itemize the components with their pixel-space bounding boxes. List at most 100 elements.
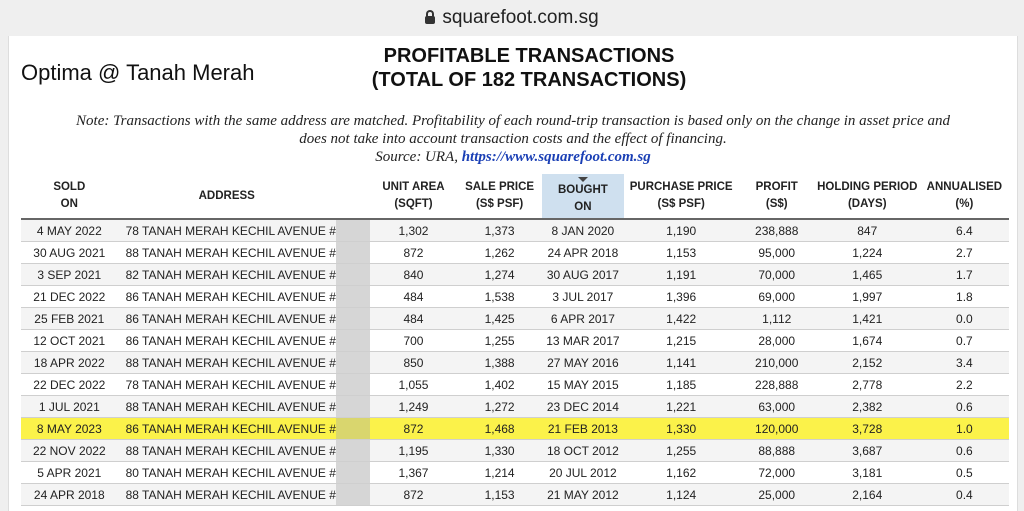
cell-sold-on: 30 AUG 2021 xyxy=(21,241,118,264)
table-row[interactable]: 24 APR 2018 88 TANAH MERAH KECHIL AVENUE … xyxy=(21,483,1009,506)
cell-address-unit xyxy=(335,373,370,396)
cell-annualised: 1.8 xyxy=(919,285,1009,308)
cell-address-unit xyxy=(335,461,370,484)
column-header-bought-on[interactable]: BOUGHT ON xyxy=(542,174,624,219)
cell-address: 88 TANAH MERAH KECHIL AVENUE # xyxy=(117,395,336,418)
cell-annualised: 0.0 xyxy=(919,307,1009,330)
cell-sold-on: 25 FEB 2021 xyxy=(21,307,118,330)
cell-sold-on: 8 MAY 2023 xyxy=(21,417,118,440)
cell-annualised: 2.2 xyxy=(919,373,1009,396)
table-row[interactable]: 3 SEP 2021 82 TANAH MERAH KECHIL AVENUE #… xyxy=(21,263,1009,286)
table-row[interactable]: 22 NOV 2022 88 TANAH MERAH KECHIL AVENUE … xyxy=(21,439,1009,462)
cell-holding-period: 2,164 xyxy=(814,483,920,506)
cell-bought-on: 3 JUL 2017 xyxy=(542,285,624,308)
cell-annualised: 1.7 xyxy=(919,263,1009,286)
cell-address: 88 TANAH MERAH KECHIL AVENUE # xyxy=(117,351,336,374)
table-row[interactable]: 4 MAY 2022 78 TANAH MERAH KECHIL AVENUE #… xyxy=(21,219,1009,242)
cell-unit-area: 1,249 xyxy=(369,395,458,418)
cell-sold-on: 4 MAY 2022 xyxy=(21,219,118,242)
cell-sale-price: 1,255 xyxy=(457,329,543,352)
table-row[interactable]: 22 DEC 2022 78 TANAH MERAH KECHIL AVENUE … xyxy=(21,373,1009,396)
cell-holding-period: 1,997 xyxy=(814,285,920,308)
cell-bought-on: 23 DEC 2014 xyxy=(542,395,624,418)
cell-annualised: 0.6 xyxy=(919,395,1009,418)
cell-address-unit xyxy=(335,483,370,506)
table-row[interactable]: 1 JUL 2021 88 TANAH MERAH KECHIL AVENUE #… xyxy=(21,395,1009,418)
cell-address-unit xyxy=(335,417,370,440)
cell-sold-on: 5 APR 2021 xyxy=(21,461,118,484)
cell-sold-on: 1 JUL 2021 xyxy=(21,395,118,418)
column-header-holding-period[interactable]: HOLDING PERIOD (DAYS) xyxy=(815,174,920,219)
cell-address: 86 TANAH MERAH KECHIL AVENUE # xyxy=(117,307,336,330)
cell-annualised: 0.7 xyxy=(919,329,1009,352)
column-header-address[interactable]: ADDRESS xyxy=(118,174,336,219)
cell-profit: 28,000 xyxy=(738,329,815,352)
cell-holding-period: 2,382 xyxy=(814,395,920,418)
cell-unit-area: 840 xyxy=(369,263,458,286)
column-header-label: PURCHASE PRICE xyxy=(629,181,733,193)
table-body: 4 MAY 2022 78 TANAH MERAH KECHIL AVENUE #… xyxy=(21,219,1009,506)
cell-profit: 1,112 xyxy=(738,307,815,330)
column-header-label: SALE PRICE xyxy=(465,181,535,193)
cell-profit: 238,888 xyxy=(738,219,815,242)
cell-purchase-price: 1,221 xyxy=(623,395,739,418)
table-row[interactable]: 12 OCT 2021 86 TANAH MERAH KECHIL AVENUE … xyxy=(21,329,1009,352)
cell-sold-on: 12 OCT 2021 xyxy=(21,329,118,352)
table-row[interactable]: 5 APR 2021 80 TANAH MERAH KECHIL AVENUE #… xyxy=(21,461,1009,484)
column-header-label: SOLD xyxy=(53,181,86,193)
column-header-unit-area[interactable]: UNIT AREA (SQFT) xyxy=(370,174,457,219)
cell-unit-area: 1,195 xyxy=(369,439,458,462)
table-row[interactable]: 25 FEB 2021 86 TANAH MERAH KECHIL AVENUE … xyxy=(21,307,1009,330)
cell-address: 88 TANAH MERAH KECHIL AVENUE # xyxy=(117,439,336,462)
column-header-sold-on[interactable]: SOLD ON xyxy=(21,174,118,219)
cell-purchase-price: 1,191 xyxy=(623,263,739,286)
cell-unit-area: 700 xyxy=(369,329,458,352)
cell-unit-area: 872 xyxy=(369,483,458,506)
cell-purchase-price: 1,330 xyxy=(623,417,739,440)
table-row[interactable]: 18 APR 2022 88 TANAH MERAH KECHIL AVENUE … xyxy=(21,351,1009,374)
cell-sold-on: 3 SEP 2021 xyxy=(21,263,118,286)
table-row[interactable]: 8 MAY 2023 86 TANAH MERAH KECHIL AVENUE #… xyxy=(21,417,1009,440)
column-header-profit[interactable]: PROFIT (S$) xyxy=(739,174,815,219)
browser-url-bar[interactable]: squarefoot.com.sg xyxy=(0,0,1024,36)
cell-holding-period: 2,778 xyxy=(814,373,920,396)
column-header-label: ANNUALISED xyxy=(926,181,1003,193)
column-header-unit: (S$) xyxy=(765,198,788,210)
column-header-address-unit[interactable] xyxy=(336,174,370,219)
cell-purchase-price: 1,215 xyxy=(623,329,739,352)
column-header-annualised[interactable]: ANNUALISED (%) xyxy=(920,174,1009,219)
cell-bought-on: 18 OCT 2012 xyxy=(542,439,624,462)
column-header-unit: (S$ PSF) xyxy=(657,198,705,210)
url-text[interactable]: squarefoot.com.sg xyxy=(442,7,599,28)
source-link[interactable]: https://www.squarefoot.com.sg xyxy=(461,149,651,165)
cell-unit-area: 850 xyxy=(369,351,458,374)
cell-unit-area: 484 xyxy=(369,307,458,330)
note-line-1: Note: Transactions with the same address… xyxy=(76,113,950,129)
cell-sold-on: 18 APR 2022 xyxy=(21,351,118,374)
cell-profit: 88,888 xyxy=(738,439,815,462)
cell-profit: 228,888 xyxy=(738,373,815,396)
cell-sale-price: 1,153 xyxy=(457,483,543,506)
column-header-sale-price[interactable]: SALE PRICE (S$ PSF) xyxy=(457,174,542,219)
cell-purchase-price: 1,162 xyxy=(623,461,739,484)
cell-purchase-price: 1,124 xyxy=(623,483,739,506)
cell-address: 86 TANAH MERAH KECHIL AVENUE # xyxy=(117,329,336,352)
cell-sale-price: 1,373 xyxy=(457,219,543,242)
cell-address-unit xyxy=(335,285,370,308)
project-name: Optima @ Tanah Merah xyxy=(21,60,255,85)
cell-holding-period: 1,421 xyxy=(814,307,920,330)
source-label: Source: URA, xyxy=(375,149,458,165)
source-line: Source: URA, https://www.squarefoot.com.… xyxy=(9,148,1017,166)
cell-annualised: 0.5 xyxy=(919,461,1009,484)
cell-address-unit xyxy=(335,219,370,242)
cell-holding-period: 1,674 xyxy=(814,329,920,352)
transactions-table: SOLD ON ADDRESS UNIT AREA (SQFT) SALE PRICE (S… xyxy=(21,174,1009,506)
table-row[interactable]: 30 AUG 2021 88 TANAH MERAH KECHIL AVENUE … xyxy=(21,241,1009,264)
cell-bought-on: 27 MAY 2016 xyxy=(542,351,624,374)
cell-profit: 120,000 xyxy=(738,417,815,440)
cell-profit: 70,000 xyxy=(738,263,815,286)
column-header-purchase-price[interactable]: PURCHASE PRICE (S$ PSF) xyxy=(624,174,739,219)
cell-holding-period: 1,224 xyxy=(814,241,920,264)
cell-address: 78 TANAH MERAH KECHIL AVENUE # xyxy=(117,219,336,242)
table-row[interactable]: 21 DEC 2022 86 TANAH MERAH KECHIL AVENUE … xyxy=(21,285,1009,308)
